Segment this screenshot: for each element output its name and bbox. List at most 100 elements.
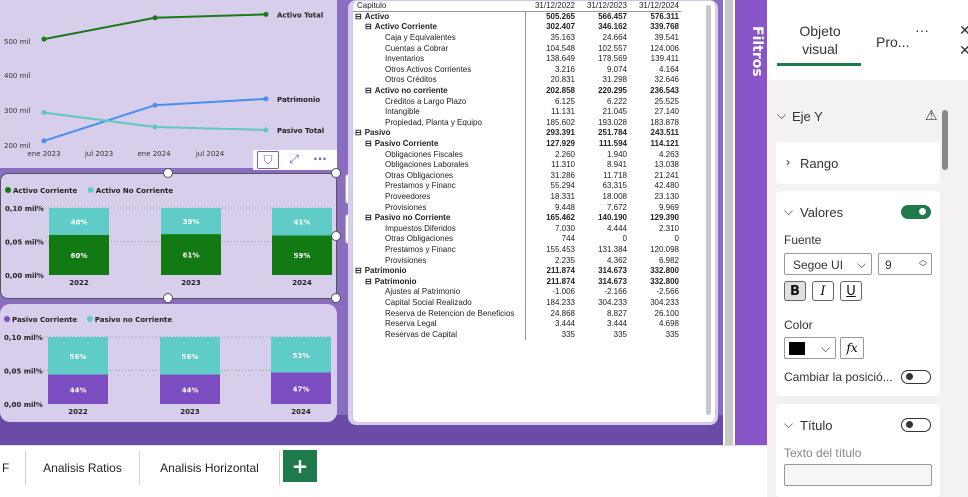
column-header[interactable]: Capitulo <box>353 1 525 13</box>
resize-handle[interactable] <box>331 168 341 178</box>
table-row[interactable]: Intangible 11.131 21.045 27.140 <box>353 106 681 118</box>
resize-handle[interactable] <box>331 293 341 303</box>
table-row[interactable]: ⊟ Patrimonio 211.874 314.673 332.800 <box>353 265 681 277</box>
table-row[interactable]: Otras Obligaciones 744 0 0 <box>353 234 681 245</box>
column-header[interactable]: 31/12/2022 <box>525 1 577 13</box>
resize-handle[interactable] <box>163 168 173 178</box>
font-size-stepper[interactable]: 9 ︿ ﹀ <box>878 253 932 275</box>
rango-section[interactable]: › Rango <box>776 142 940 184</box>
italic-button[interactable]: I <box>812 281 834 301</box>
table-row[interactable]: Obligaciones Laborales 11.310 8.941 13.038 <box>353 159 681 171</box>
resize-handle[interactable] <box>163 293 173 303</box>
chevron-down-icon[interactable]: ⌵ <box>784 204 794 218</box>
close-icon[interactable]: ✕ <box>959 22 968 38</box>
data-label: 61% <box>183 252 200 260</box>
bold-button[interactable]: B <box>784 281 806 301</box>
table-row[interactable]: Otros Activos Corrientes 3.216 9.074 4.164 <box>353 64 681 76</box>
table-row[interactable]: ⊟ Activo no corriente 202.858 220.295 236.54… <box>353 85 681 97</box>
pane-scrollbar[interactable] <box>942 110 948 170</box>
balance-matrix[interactable]: Capitulo 31/12/2022 31/12/2023 31/12/202… <box>352 0 716 423</box>
cambiar-posicion-toggle[interactable] <box>901 370 931 384</box>
table-row[interactable]: ⊟ Patrimonio 211.874 314.673 332.800 <box>353 276 681 288</box>
pasivo-chart-card[interactable]: Pasivo Corriente Pasivo no Corriente 0,10 … <box>0 304 337 422</box>
chevron-down-icon[interactable]: ⌵ <box>777 108 787 122</box>
table-row[interactable]: ⊟ Activo Corriente 302.407 346.162 339.768 <box>353 22 681 33</box>
table-row[interactable]: Cuentas a Cobrar 104.548 102.557 124.006 <box>353 43 681 54</box>
collapse-icon[interactable]: ⊟ <box>355 12 362 22</box>
table-row[interactable]: Proveedores 18.331 18.008 23.130 <box>353 191 681 203</box>
cell-value: 0 <box>622 234 627 244</box>
collapse-icon[interactable]: ⊟ <box>365 213 372 223</box>
table-row[interactable]: Capital Social Realizado 184.233 304.233 30… <box>353 297 681 309</box>
table-row[interactable]: ⊟ Activo 505.265 566.457 576.311 <box>353 11 681 23</box>
underline-button[interactable]: U <box>840 281 862 301</box>
texto-titulo-input[interactable] <box>784 464 932 486</box>
tab-objeto-visual[interactable]: Objeto visual <box>799 23 841 57</box>
cell-value: 3.216 <box>554 64 575 74</box>
collapse-icon[interactable]: ⊟ <box>365 139 372 149</box>
titulo-label[interactable]: Título <box>800 418 833 433</box>
cell-value: 24.664 <box>602 33 627 43</box>
collapse-icon[interactable]: ⊟ <box>365 276 372 286</box>
filter-icon[interactable]: ⛉ <box>257 151 279 169</box>
table-row[interactable]: Inventarios 138.649 178.569 139.411 <box>353 53 681 65</box>
selected-visual-frame[interactable]: Activo Corriente Activo No Corriente 0,10 … <box>0 173 337 299</box>
line-chart-card[interactable]: 200 mil 300 mil 400 mil 500 mil ene 2023 jul… <box>0 0 337 170</box>
more-options-icon[interactable]: ··· <box>915 22 929 38</box>
close-icon[interactable]: ✕ <box>959 42 968 58</box>
column-header[interactable]: 31/12/2023 <box>577 1 629 13</box>
valores-label[interactable]: Valores <box>800 205 844 220</box>
tab-analisis-horizontal[interactable]: Analisis Horizontal <box>140 451 280 485</box>
cell-value: -1.006 <box>552 287 575 297</box>
cell-value: 314.673 <box>598 266 627 276</box>
row-name: Pasivo no Corriente <box>374 213 451 223</box>
filters-pane-collapsed[interactable]: Filtros <box>735 0 767 445</box>
more-options-icon[interactable]: ··· <box>313 152 327 166</box>
cell-value: 220.295 <box>598 86 627 96</box>
table-row[interactable]: Reservas de Capital 335 335 335 <box>353 329 681 340</box>
add-page-button[interactable]: + <box>283 450 317 482</box>
collapse-icon[interactable]: ⊟ <box>365 22 372 32</box>
tab-partial[interactable]: F <box>0 451 26 485</box>
row-name: Patrimonio <box>374 276 417 286</box>
canvas-scrollbar[interactable] <box>725 0 733 445</box>
table-row[interactable]: Ajustes al Patrimonio -1.006 -2.166 -2.566 <box>353 287 681 298</box>
chevron-down-icon: ⌵ <box>857 257 867 271</box>
collapse-icon[interactable]: ⊟ <box>365 86 372 96</box>
table-row[interactable]: Impuestos Diferidos 7.030 4.444 2.310 <box>353 223 681 235</box>
collapse-icon[interactable]: ⊟ <box>355 266 362 276</box>
table-row[interactable]: Otros Créditos 20.831 31.298 32.646 <box>353 75 681 86</box>
color-picker[interactable]: ⌵ <box>784 337 836 359</box>
table-row[interactable]: ⊟ Pasivo no Corriente 165.462 140.190 129.39… <box>353 212 681 224</box>
valores-toggle[interactable] <box>901 205 931 219</box>
chevron-down-icon[interactable]: ⌵ <box>784 417 794 431</box>
table-row[interactable]: ⊟ Pasivo 293.391 251.784 243.511 <box>353 128 681 139</box>
table-row[interactable]: Reserva Legal 3.444 3.444 4.698 <box>353 318 681 330</box>
table-row[interactable]: Reserva de Retencion de Beneficios 24.868… <box>353 308 681 319</box>
focus-mode-icon[interactable]: ⤢ <box>289 152 299 166</box>
table-row[interactable]: Propiedad, Planta y Equipo 185.602 193.028… <box>353 117 681 129</box>
table-row[interactable]: Prestamos y Financ 155.453 131.384 120.098 <box>353 244 681 256</box>
table-row[interactable]: Obligaciones Fiscales 2.260 1.940 4.263 <box>353 149 681 160</box>
table-row[interactable]: Provisiones 9.448 7.672 9.969 <box>353 202 681 213</box>
tab-general[interactable]: Pro... <box>876 34 910 50</box>
table-row[interactable]: Otras Obligaciones 31.286 11.718 21.241 <box>353 170 681 182</box>
cell-value: 55.294 <box>550 181 575 191</box>
tab-analisis-ratios[interactable]: Analisis Ratios <box>26 451 140 485</box>
resize-handle[interactable] <box>331 231 341 241</box>
table-row[interactable]: Provisiones 2.235 4.362 6.982 <box>353 255 681 266</box>
fx-button[interactable]: fx <box>840 337 864 359</box>
legend-marker <box>87 187 94 193</box>
table-scrollbar[interactable] <box>706 5 711 415</box>
eje-y-label[interactable]: Eje Y <box>792 109 823 124</box>
font-family-select[interactable]: Segoe UI ⌵ <box>784 253 872 275</box>
table-row[interactable]: Caja y Equivalentes 35.163 24.664 39.541 <box>353 32 681 44</box>
cell-value: 251.784 <box>598 128 627 138</box>
collapse-icon[interactable]: ⊟ <box>355 128 362 138</box>
titulo-toggle[interactable] <box>901 418 931 432</box>
table-row[interactable]: Créditos a Largo Plazo 6.125 6.222 25.525 <box>353 96 681 107</box>
table-row[interactable]: Prestamos y Financ 55.294 63.315 42.480 <box>353 181 681 192</box>
column-header[interactable]: 31/12/2024 <box>629 1 681 13</box>
table-row[interactable]: ⊟ Pasivo Corriente 127.929 111.594 114.121 <box>353 138 681 150</box>
row-label: Proveedores <box>353 191 526 203</box>
